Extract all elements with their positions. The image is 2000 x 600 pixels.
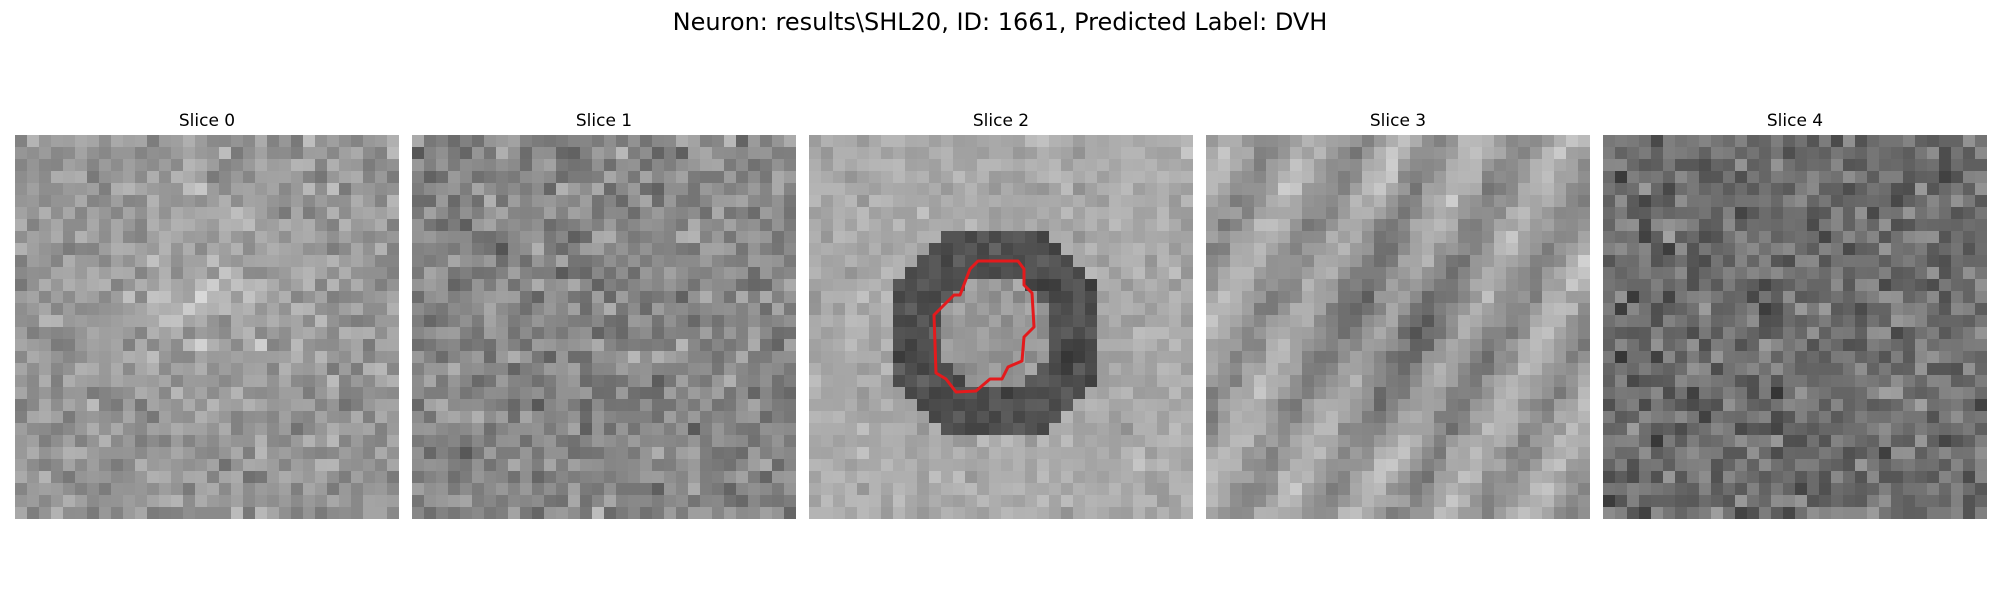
slice-panel-1: Slice 1	[412, 108, 796, 519]
slice-image-0	[15, 135, 399, 519]
slice-title: Slice 4	[1766, 111, 1824, 131]
slice-title: Slice 1	[575, 111, 633, 131]
slice-image-4	[1603, 135, 1987, 519]
slice-image-1	[412, 135, 796, 519]
slice-title: Slice 0	[178, 111, 236, 131]
slice-panel-4: Slice 4	[1603, 108, 1987, 519]
slice-panel-2: Slice 2	[809, 108, 1193, 519]
figure-title: Neuron: results\SHL20, ID: 1661, Predict…	[672, 8, 1328, 36]
slice-title: Slice 3	[1369, 111, 1427, 131]
slice-panel-0: Slice 0	[15, 108, 399, 519]
slice-image-2	[809, 135, 1193, 519]
slice-title: Slice 2	[972, 111, 1030, 131]
slice-panel-3: Slice 3	[1206, 108, 1590, 519]
slice-image-3	[1206, 135, 1590, 519]
